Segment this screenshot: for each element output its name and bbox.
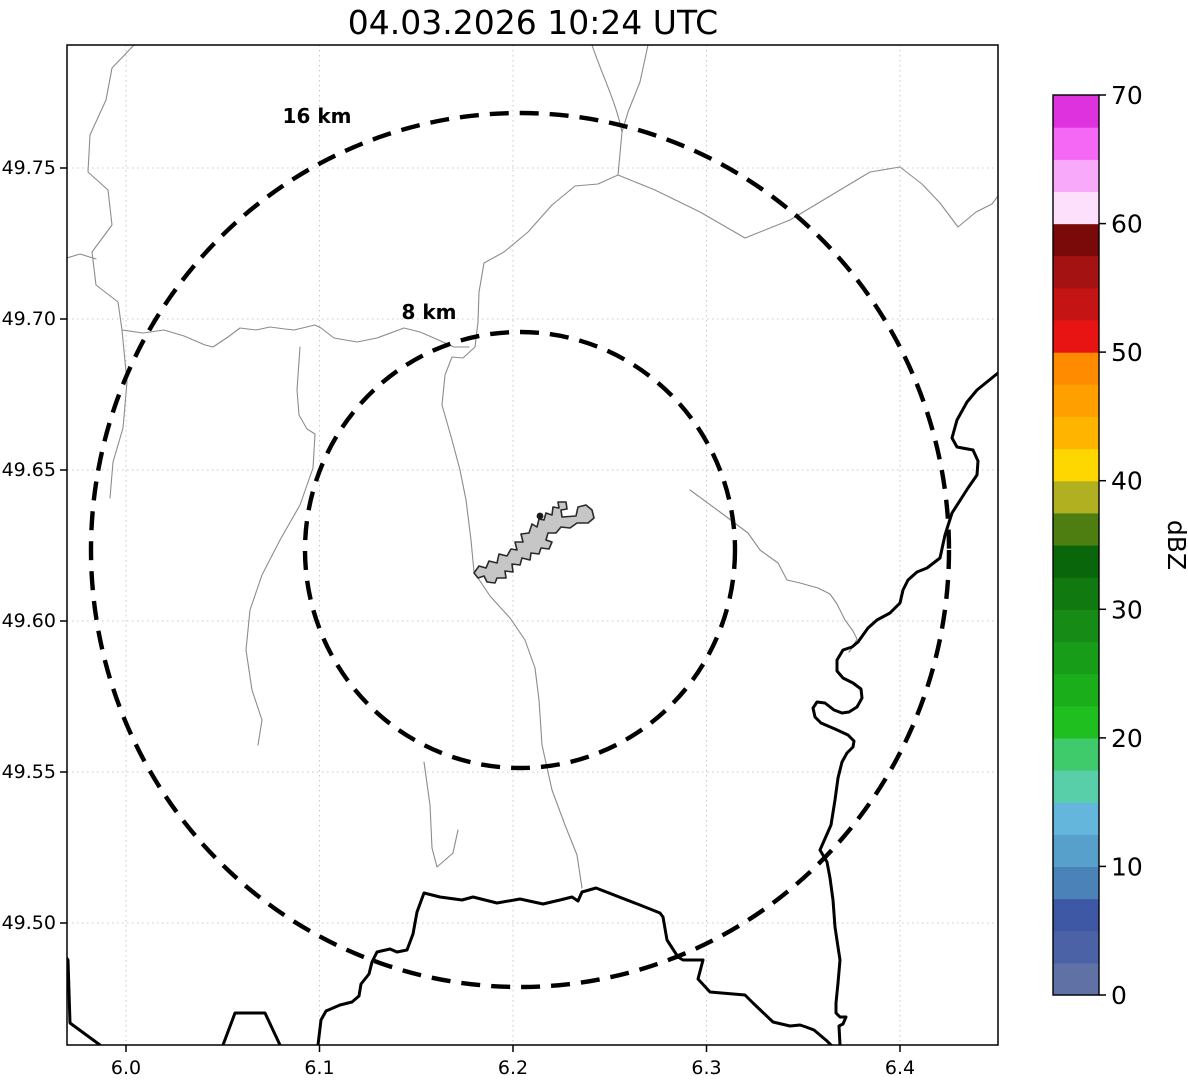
colorbar-segment xyxy=(1053,577,1099,610)
colorbar-tick: 0 xyxy=(1111,981,1127,1010)
colorbar-segment xyxy=(1053,223,1099,257)
colorbar: 0 10 20 30 40 50 60 70 dBZ xyxy=(1052,81,1188,1010)
colorbar-segment xyxy=(1053,962,1099,996)
colorbar-segment xyxy=(1053,802,1099,835)
y-tick: 49.50 xyxy=(2,912,56,934)
colorbar-segment xyxy=(1053,95,1099,128)
colorbar-segment xyxy=(1053,480,1099,514)
colorbar-segment xyxy=(1053,834,1099,868)
colorbar-segment xyxy=(1053,609,1099,643)
colorbar-segment xyxy=(1053,673,1099,707)
colorbar-tick: 70 xyxy=(1111,81,1143,110)
colorbar-tick: 40 xyxy=(1111,467,1143,496)
radar-site-marker xyxy=(536,512,544,520)
x-tick: 6.4 xyxy=(885,1057,915,1079)
colorbar-tick: 10 xyxy=(1111,852,1143,881)
x-tick: 6.2 xyxy=(498,1057,528,1079)
country-border-lines xyxy=(67,371,998,1045)
colorbar-segment xyxy=(1053,737,1099,771)
colorbar-segment xyxy=(1053,320,1099,353)
colorbar-outline xyxy=(1052,94,1100,996)
colorbar-segment xyxy=(1053,705,1099,739)
x-tick: 6.3 xyxy=(691,1057,721,1079)
y-tick: 49.65 xyxy=(2,459,56,481)
y-axis-tick-labels: 49.75 49.70 49.65 49.60 49.55 49.50 xyxy=(2,157,56,934)
colorbar-segment xyxy=(1053,545,1099,578)
range-rings xyxy=(88,110,952,990)
colorbar-segment xyxy=(1053,287,1099,321)
colorbar-segment xyxy=(1053,448,1099,482)
colorbar-tick: 60 xyxy=(1111,210,1143,239)
range-ring-8km-label: 8 km xyxy=(401,300,456,324)
gridlines xyxy=(67,45,998,1045)
x-axis-tick-labels: 6.0 6.1 6.2 6.3 6.4 xyxy=(111,1057,915,1079)
colorbar-segment xyxy=(1053,770,1099,803)
colorbar-segment xyxy=(1053,641,1099,675)
colorbar-tick: 30 xyxy=(1111,595,1143,624)
range-ring-16km-label: 16 km xyxy=(283,104,352,128)
colorbar-tick: 50 xyxy=(1111,338,1143,367)
x-tick: 6.1 xyxy=(304,1057,334,1079)
colorbar-tick: 20 xyxy=(1111,724,1143,753)
figure-title: 04.03.2026 10:24 UTC xyxy=(348,3,718,42)
map-canvas xyxy=(67,45,998,1045)
y-tick: 49.60 xyxy=(2,610,56,632)
colorbar-unit-label: dBZ xyxy=(1162,520,1188,570)
colorbar-segment xyxy=(1053,930,1099,964)
city-boundary xyxy=(473,501,595,584)
range-ring-16km xyxy=(88,110,952,990)
y-tick: 49.75 xyxy=(2,157,56,179)
axis-tick-marks xyxy=(60,167,901,1052)
colorbar-segment xyxy=(1053,352,1099,385)
colorbar-segment xyxy=(1053,127,1099,160)
colorbar-segment xyxy=(1053,512,1099,546)
colorbar-segment xyxy=(1053,255,1099,289)
y-tick: 49.55 xyxy=(2,761,56,783)
river-lines xyxy=(67,45,998,889)
colorbar-segment xyxy=(1053,191,1099,225)
colorbar-segment xyxy=(1053,159,1099,193)
x-tick: 6.0 xyxy=(111,1057,141,1079)
plot-frame xyxy=(66,44,999,1046)
colorbar-segment xyxy=(1053,416,1099,450)
colorbar-tick-marks xyxy=(1099,94,1106,996)
range-ring-8km xyxy=(302,329,738,771)
colorbar-segment xyxy=(1053,866,1099,900)
colorbar-segments xyxy=(1053,95,1099,996)
colorbar-segment xyxy=(1053,384,1099,418)
y-tick: 49.70 xyxy=(2,308,56,330)
colorbar-tick-labels: 0 10 20 30 40 50 60 70 xyxy=(1111,81,1143,1010)
colorbar-segment xyxy=(1053,898,1099,932)
